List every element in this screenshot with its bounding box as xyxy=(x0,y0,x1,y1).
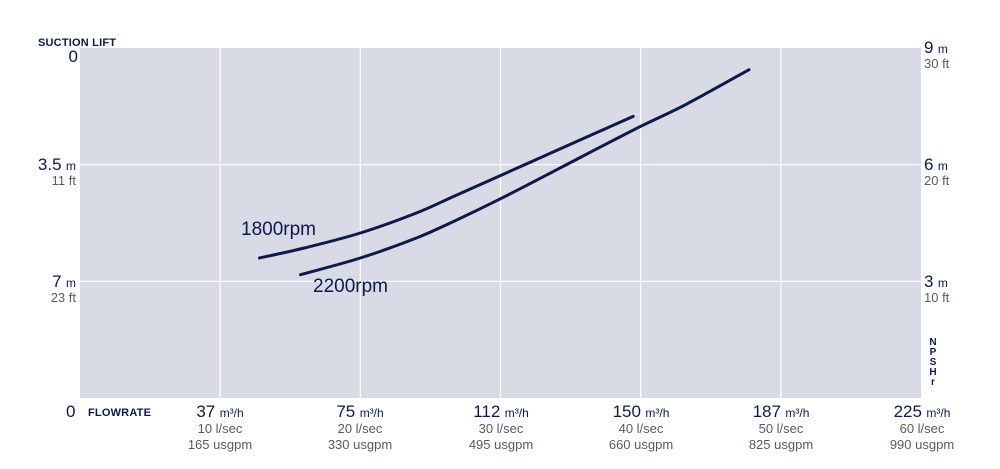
left-axis-tick-0: 0 xyxy=(68,47,78,66)
x-tick-1: 75 m³/h 20 l/sec 330 usgpm xyxy=(327,402,393,452)
left-axis-tick-2: 7 m 23 ft xyxy=(20,272,76,305)
x-tick-2: 112 m³/h 30 l/sec 495 usgpm xyxy=(468,402,534,452)
x-tick-0: 37 m³/h 10 l/sec 165 usgpm xyxy=(187,402,253,452)
x-tick-3: 150 m³/h 40 l/sec 660 usgpm xyxy=(608,402,674,452)
x-origin-label: 0 xyxy=(66,402,76,421)
right-axis-tick-0: 9 m 30 ft xyxy=(924,38,950,71)
grid-lines xyxy=(80,48,921,398)
x-tick-4: 187 m³/h 50 l/sec 825 usgpm xyxy=(748,402,814,452)
right-axis-tick-1-alt: 20 ft xyxy=(924,173,950,188)
series-label-1800rpm: 1800rpm xyxy=(241,219,316,240)
right-axis-tick-1: 6 m 20 ft xyxy=(924,155,950,188)
left-axis-tick-2-alt: 23 ft xyxy=(50,290,76,305)
right-axis-tick-0-alt: 30 ft xyxy=(924,56,950,71)
left-axis-tick-1: 3.5 m 11 ft xyxy=(20,155,76,188)
series-lines xyxy=(257,68,751,277)
left-axis-title: SUCTION LIFT xyxy=(38,37,117,49)
x-axis-title: FLOWRATE xyxy=(88,407,152,419)
left-axis-tick-1-alt: 11 ft xyxy=(51,173,76,188)
right-axis-tick-2: 3 m 10 ft xyxy=(924,272,950,305)
series-line-2200rpm xyxy=(299,68,751,277)
x-tick-5: 225 m³/h 60 l/sec 990 usgpm xyxy=(889,402,955,452)
series-label-2200rpm: 2200rpm xyxy=(313,276,388,297)
right-axis-tick-2-alt: 10 ft xyxy=(924,290,950,305)
series-line-1800rpm xyxy=(257,114,635,260)
